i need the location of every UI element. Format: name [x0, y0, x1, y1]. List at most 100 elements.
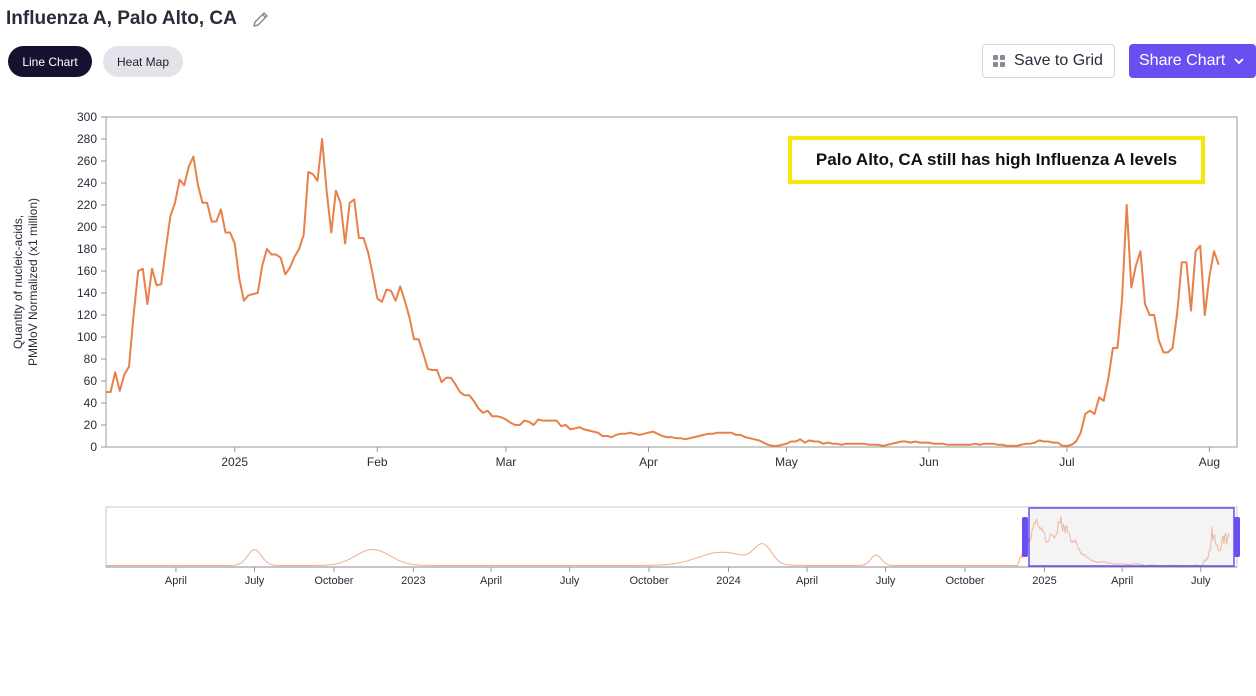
y-tick-label: 260 [77, 154, 97, 168]
data-point [1024, 443, 1027, 445]
data-point [514, 424, 516, 426]
data-point [983, 443, 985, 445]
data-point [372, 273, 374, 275]
data-point [487, 410, 489, 412]
navigator-selection-window[interactable] [1028, 507, 1235, 567]
data-point [528, 421, 530, 423]
data-point [1135, 264, 1137, 267]
y-tick-label: 60 [84, 374, 98, 388]
data-point [293, 256, 296, 258]
data-point [716, 432, 719, 434]
data-point [450, 377, 452, 379]
series-line [106, 138, 1220, 447]
data-point [321, 138, 323, 140]
data-point [454, 383, 456, 385]
y-tick-label: 200 [77, 220, 97, 234]
y-tick-label: 140 [77, 286, 97, 300]
data-point [1208, 275, 1210, 278]
data-point [151, 268, 153, 270]
data-point [114, 371, 116, 373]
data-point [1213, 250, 1215, 252]
x-axis: 2025 Feb Mar Apr May Jun Jul Aug [221, 447, 1220, 469]
data-point [680, 437, 682, 439]
data-point [574, 427, 576, 429]
data-point [385, 289, 388, 291]
data-point [243, 300, 245, 302]
navigator-tick-label: 2023 [401, 575, 425, 587]
data-point [951, 444, 953, 446]
data-point [546, 420, 549, 422]
navigator-tick-label: April [165, 575, 187, 587]
data-point [105, 391, 107, 393]
data-point [753, 438, 755, 440]
data-point [629, 432, 631, 434]
overview-navigator[interactable]: April July October 2023 April July October 2024… [0, 0, 1256, 600]
data-point [252, 293, 254, 295]
save-to-grid-label: Save to Grid [1014, 52, 1103, 69]
data-point [781, 444, 783, 446]
data-point [1052, 442, 1054, 444]
data-point [510, 422, 512, 424]
x-tick-label: Mar [496, 455, 517, 469]
pencil-icon[interactable] [251, 9, 271, 29]
data-point [298, 248, 300, 250]
data-point [606, 435, 608, 437]
data-point [349, 202, 351, 204]
line-chart-tab[interactable]: Line Chart [8, 46, 92, 77]
heat-map-tab[interactable]: Heat Map [103, 46, 183, 77]
data-point [270, 253, 273, 256]
data-point [238, 278, 240, 280]
data-point [1034, 442, 1036, 444]
data-point [813, 440, 815, 443]
data-point [611, 436, 613, 438]
data-point [1103, 400, 1105, 402]
data-point [1158, 339, 1160, 341]
y-tick-label: 0 [90, 440, 97, 454]
data-point [592, 431, 594, 433]
data-point [404, 300, 406, 302]
data-point [188, 165, 190, 168]
data-point [505, 418, 507, 421]
data-point [436, 369, 438, 371]
data-point [1089, 410, 1091, 412]
navigator-tick-label: October [945, 575, 984, 587]
data-point [684, 438, 686, 440]
x-tick-label: Aug [1199, 455, 1220, 469]
data-point [937, 443, 939, 445]
data-point [1199, 245, 1201, 247]
data-point [992, 443, 994, 445]
data-point [556, 420, 558, 422]
navigator-left-handle[interactable] [1022, 517, 1028, 557]
data-point [767, 444, 769, 446]
data-point [923, 442, 926, 444]
grid-icon [993, 55, 1005, 67]
data-point [229, 231, 231, 234]
data-point [882, 445, 884, 447]
data-point [643, 433, 645, 435]
data-point [477, 407, 479, 410]
share-chart-button[interactable]: Share Chart [1129, 44, 1256, 78]
data-point [891, 443, 893, 445]
data-point [133, 314, 135, 316]
y-tick-label: 240 [77, 176, 97, 190]
data-point [1162, 351, 1164, 353]
save-to-grid-button[interactable]: Save to Grid [982, 44, 1115, 78]
data-point [1126, 204, 1128, 206]
data-point [928, 442, 930, 444]
navigator-right-handle[interactable] [1234, 517, 1240, 557]
data-point [1107, 378, 1109, 380]
data-point [634, 433, 636, 435]
data-point [362, 237, 365, 239]
data-point [785, 443, 788, 445]
data-point [1070, 444, 1073, 446]
data-point [822, 443, 824, 445]
navigator-x-axis: April July October 2023 April July October 2024… [165, 567, 1211, 587]
y-tick-label: 20 [84, 418, 98, 432]
y-axis: 0 20 40 60 80 100 120 140 160 180 200 220 240 260 280 3… [77, 110, 106, 454]
data-point [588, 429, 590, 432]
data-point [661, 435, 663, 437]
data-point [578, 426, 581, 428]
data-point [266, 248, 268, 250]
data-point [1190, 310, 1192, 312]
data-point [1185, 261, 1187, 263]
